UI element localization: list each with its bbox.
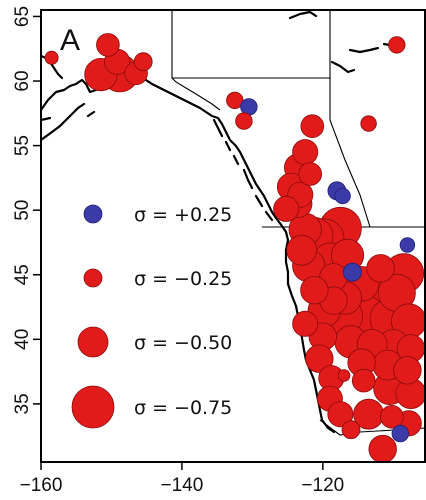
negative-sigma-point [133,52,153,72]
negative-sigma-point [327,401,354,428]
y-tick-label: 45 [12,264,33,285]
legend-symbol [77,326,109,358]
x-tick-label: −120 [301,475,344,496]
y-tick-label: 65 [12,6,33,27]
negative-sigma-point [388,36,406,54]
legend-symbol [83,204,103,224]
y-tick-label: 35 [12,393,33,414]
negative-sigma-point [292,310,319,337]
negative-sigma-point [226,91,244,110]
legend-label: σ = −0.75 [134,397,232,419]
negative-sigma-point [360,115,377,132]
positive-sigma-point [334,187,351,205]
province-border [329,78,371,228]
aleutian-coast [41,110,96,122]
axes: −160 −140 −120 35 40 45 50 55 60 65 [12,6,344,496]
y-tick-label: 60 [12,70,33,91]
plot-frame [40,9,426,463]
negative-sigma-point [305,344,334,373]
negative-sigma-point [235,112,253,130]
negative-sigma-point [286,234,318,266]
legend: σ = +0.25 σ = −0.25 σ = −0.50 σ = −0.75 [71,204,232,429]
bc-islands [212,118,274,222]
negative-sigma-point [96,33,120,57]
alaska-border [171,10,221,111]
x-tick-label: −140 [161,475,204,496]
bc-coast [220,122,288,234]
positive-sigma-point [342,262,362,282]
positive-sigma-point [399,237,416,253]
negative-sigma-point [44,50,59,65]
y-tick-label: 50 [12,200,33,221]
points-layer [44,33,425,462]
negative-sigma-point [393,356,422,385]
us-coast [284,230,336,434]
alaska-peninsula [41,102,86,142]
yukon-bc-border [172,10,331,79]
negative-sigma-point [337,369,351,382]
legend-symbol [83,268,103,288]
arctic-coast-1 [288,10,406,74]
panel-label: A [60,24,80,57]
x-tick-label: −160 [20,475,63,496]
y-tick-label: 55 [12,135,33,156]
negative-sigma-point [351,368,376,393]
negative-sigma-point [292,139,319,166]
legend-symbol [71,385,115,429]
negative-sigma-point [380,404,404,429]
negative-sigma-point [368,434,397,462]
y-tick-label: 40 [12,329,33,350]
legend-label: σ = −0.50 [134,332,232,354]
negative-sigma-point [298,162,323,186]
legend-label: σ = −0.25 [134,268,232,290]
negative-sigma-point [366,254,395,283]
positive-sigma-point [391,424,410,443]
legend-label: σ = +0.25 [134,204,232,226]
negative-sigma-point [300,114,325,138]
negative-sigma-point [273,195,300,222]
negative-sigma-point [341,420,361,440]
negative-sigma-point [300,276,329,305]
